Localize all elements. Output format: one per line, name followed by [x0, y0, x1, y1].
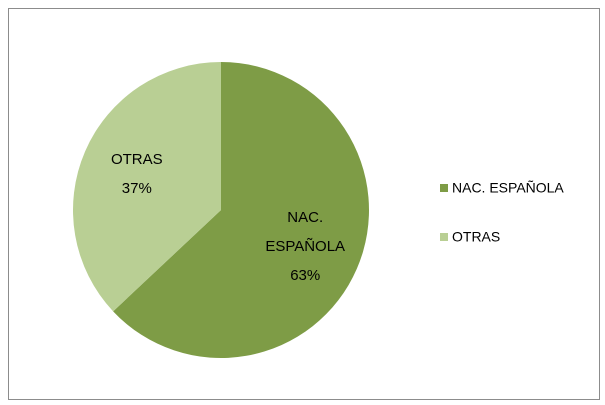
data-label-name: NAC. ESPAÑOLA [265, 208, 346, 255]
data-label-name: OTRAS [110, 150, 163, 168]
legend-swatch [440, 233, 448, 241]
legend-swatch [440, 184, 448, 192]
legend-label: OTRAS [452, 229, 500, 245]
pie-slice [72, 61, 221, 312]
pie-slice [113, 62, 369, 358]
data-label-value: 63% [290, 266, 321, 284]
legend-label: NAC. ESPAÑOLA [452, 180, 564, 196]
data-label-value: 37% [121, 179, 152, 197]
